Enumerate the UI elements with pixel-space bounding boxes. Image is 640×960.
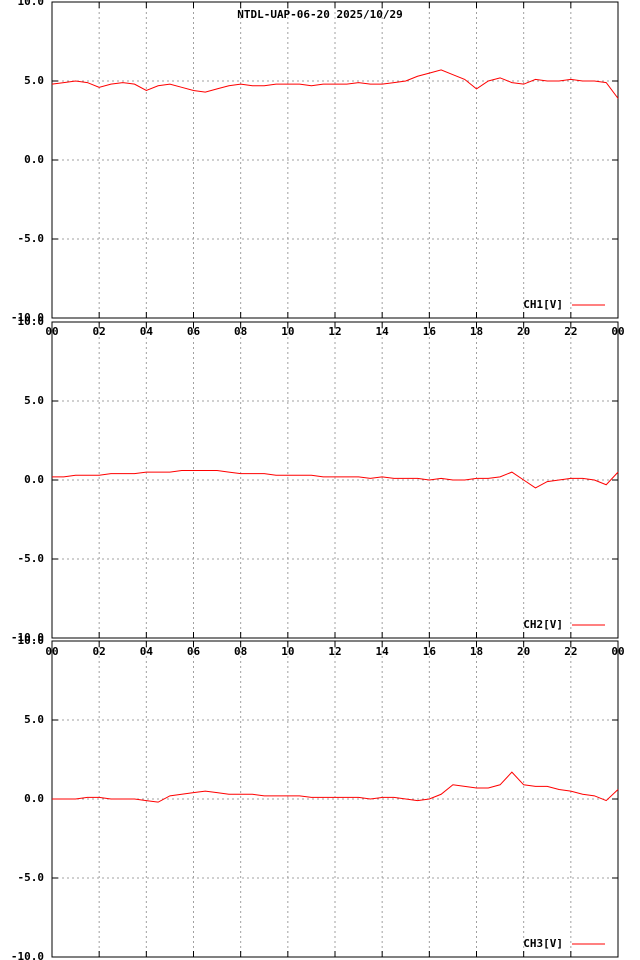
data-line — [52, 771, 619, 803]
y-tick-label: -10.0 — [11, 631, 44, 644]
y-tick-label: 0.0 — [24, 153, 44, 166]
x-tick-label: 08 — [234, 325, 247, 338]
y-tick-label: 5.0 — [24, 74, 44, 87]
x-tick-label: 12 — [328, 325, 341, 338]
x-tick-label: 10 — [281, 325, 294, 338]
x-tick-label: 18 — [470, 325, 483, 338]
y-tick-label: 5.0 — [24, 713, 44, 726]
x-tick-label: 04 — [140, 325, 154, 338]
y-tick-label: 10.0 — [18, 634, 45, 647]
x-tick-label: 16 — [423, 325, 437, 338]
y-tick-label: -5.0 — [18, 232, 45, 245]
y-tick-label: 0.0 — [24, 792, 44, 805]
data-line — [52, 470, 619, 489]
y-tick-label: -10.0 — [11, 950, 44, 960]
legend-label: CH2[V] — [523, 618, 563, 631]
y-tick-label: 10.0 — [18, 315, 45, 328]
legend-label: CH1[V] — [523, 298, 563, 311]
y-tick-label: 10.0 — [18, 0, 45, 8]
y-tick-label: -5.0 — [18, 871, 45, 884]
y-tick-label: 5.0 — [24, 394, 44, 407]
y-tick-label: -10.0 — [11, 311, 44, 324]
y-tick-label: 0.0 — [24, 473, 44, 486]
x-tick-label: 14 — [376, 325, 390, 338]
x-tick-label: 22 — [564, 325, 577, 338]
x-tick-label: 20 — [517, 325, 530, 338]
x-tick-label: 06 — [187, 325, 201, 338]
plot-frame — [51, 1, 619, 319]
y-tick-label: -5.0 — [18, 552, 45, 565]
x-tick-label: 02 — [93, 325, 106, 338]
data-line — [51, 69, 619, 99]
chart-title: NTDL-UAP-06-20 2025/10/29 — [237, 8, 403, 21]
legend-label: CH3[V] — [523, 937, 563, 950]
plot-frame — [51, 321, 619, 639]
